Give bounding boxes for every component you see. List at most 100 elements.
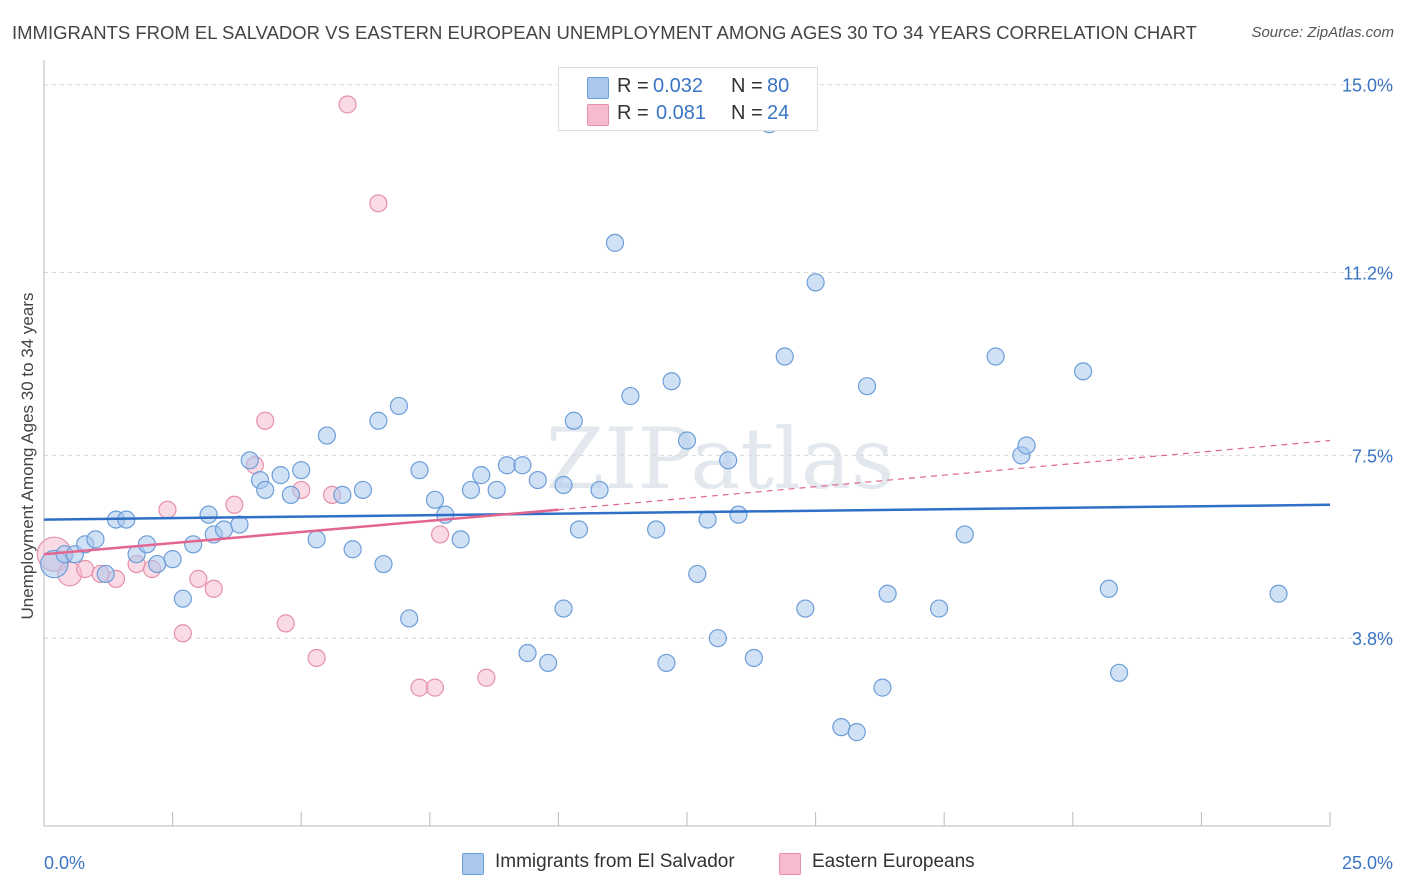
x-tick-label: 25.0% <box>1342 853 1393 873</box>
el-salvador-point <box>719 451 738 470</box>
pink-swatch <box>587 104 609 126</box>
el-salvador-point <box>796 599 815 618</box>
el-salvador-point <box>554 475 573 495</box>
eastern-europe-point <box>425 678 445 697</box>
eastern-europe-trend-extension <box>558 439 1331 511</box>
r-value: 0.032 <box>653 75 704 97</box>
el-salvador-point <box>184 535 203 554</box>
legend-label: Eastern Europeans <box>812 851 975 872</box>
el-salvador-point <box>806 273 825 292</box>
el-salvador-point <box>564 411 583 430</box>
el-salvador-point <box>497 456 517 475</box>
el-salvador-point <box>518 643 537 663</box>
el-salvador-point <box>528 470 547 490</box>
r-label: R = <box>617 102 649 124</box>
el-salvador-point <box>729 505 748 524</box>
n-value: 80 <box>767 75 790 97</box>
el-salvador-point <box>832 718 851 737</box>
el-salvador-point <box>96 564 115 584</box>
el-salvador-point <box>425 490 445 509</box>
el-salvador-point <box>487 480 506 500</box>
el-salvador-point <box>292 461 311 480</box>
eastern-europe-point <box>477 668 496 687</box>
pink-swatch <box>779 853 801 875</box>
el-salvador-point <box>847 723 866 742</box>
el-salvador-point <box>647 520 666 539</box>
el-salvador-point <box>554 599 573 618</box>
el-salvador-point <box>163 550 182 569</box>
el-salvador-point <box>374 554 393 574</box>
n-label: N = <box>731 102 763 124</box>
el-salvador-point <box>708 629 727 648</box>
el-salvador-point <box>1017 436 1036 455</box>
el-salvador-point <box>461 480 481 500</box>
el-salvador-point <box>400 609 419 628</box>
eastern-europe-point <box>158 500 177 519</box>
el-salvador-point <box>657 653 676 673</box>
el-salvador-point <box>539 653 558 673</box>
el-salvador-point <box>1099 579 1118 598</box>
el-salvador-point <box>353 480 373 500</box>
correlation-legend: R = 0.032 N = 80 R = 0.081 N = 24 <box>558 67 818 131</box>
legend-label: Immigrants from El Salvador <box>495 851 735 872</box>
el-salvador-point <box>929 599 949 618</box>
x-tick-label: 0.0% <box>44 853 85 873</box>
el-salvador-point <box>873 678 892 697</box>
eastern-europe-point <box>76 559 95 579</box>
el-salvador-point <box>271 466 290 485</box>
blue-swatch <box>462 853 484 875</box>
y-tick-label: 3.8% <box>1352 629 1393 649</box>
el-salvador-point <box>199 505 218 524</box>
el-salvador-point <box>389 396 409 416</box>
blue-swatch <box>587 77 609 99</box>
el-salvador-point <box>256 480 275 500</box>
el-salvador-point <box>451 530 470 549</box>
el-salvador-point <box>1109 663 1129 682</box>
el-salvador-point <box>569 520 589 539</box>
el-salvador-point <box>662 372 681 391</box>
y-tick-label: 15.0% <box>1342 76 1393 96</box>
el-salvador-point <box>148 554 167 574</box>
el-salvador-point <box>955 525 974 544</box>
eastern-europe-point <box>276 614 295 633</box>
eastern-europe-point <box>430 525 450 544</box>
el-salvador-point <box>410 461 429 480</box>
n-label: N = <box>731 75 763 97</box>
el-salvador-point <box>775 347 794 366</box>
y-tick-label: 7.5% <box>1352 446 1393 466</box>
eastern-europe-point <box>204 579 223 598</box>
el-salvador-point <box>214 520 234 539</box>
el-salvador-point <box>857 377 877 396</box>
eastern-europe-point <box>225 495 244 514</box>
el-salvador-point <box>1269 584 1288 603</box>
r-value: 0.081 <box>656 102 707 124</box>
el-salvador-point <box>698 510 717 529</box>
el-salvador-point <box>230 515 249 534</box>
eastern-europe-point <box>338 95 357 114</box>
n-value: 24 <box>767 102 790 124</box>
el-salvador-point <box>307 530 326 549</box>
el-salvador-point <box>590 480 609 500</box>
el-salvador-point <box>369 411 388 430</box>
el-salvador-point <box>605 233 625 252</box>
r-label: R = <box>617 75 649 97</box>
eastern-europe-point <box>369 194 388 213</box>
el-salvador-trend-line <box>43 503 1331 521</box>
el-salvador-point <box>86 530 105 549</box>
el-salvador-point <box>621 386 640 406</box>
eastern-europe-trend-line <box>43 508 559 556</box>
el-salvador-point <box>878 584 897 603</box>
el-salvador-point <box>677 431 697 450</box>
eastern-europe-point <box>189 569 208 589</box>
source-label: Source: ZipAtlas.com <box>1251 24 1394 41</box>
y-tick-label: 11.2% <box>1343 264 1393 284</box>
eastern-europe-point <box>410 678 429 697</box>
el-salvador-point <box>317 426 337 445</box>
el-salvador-point <box>333 485 352 504</box>
el-salvador-point <box>472 466 491 485</box>
eastern-europe-point <box>307 648 326 668</box>
el-salvador-point <box>688 564 707 584</box>
el-salvador-point <box>281 485 301 504</box>
el-salvador-point <box>986 347 1005 366</box>
